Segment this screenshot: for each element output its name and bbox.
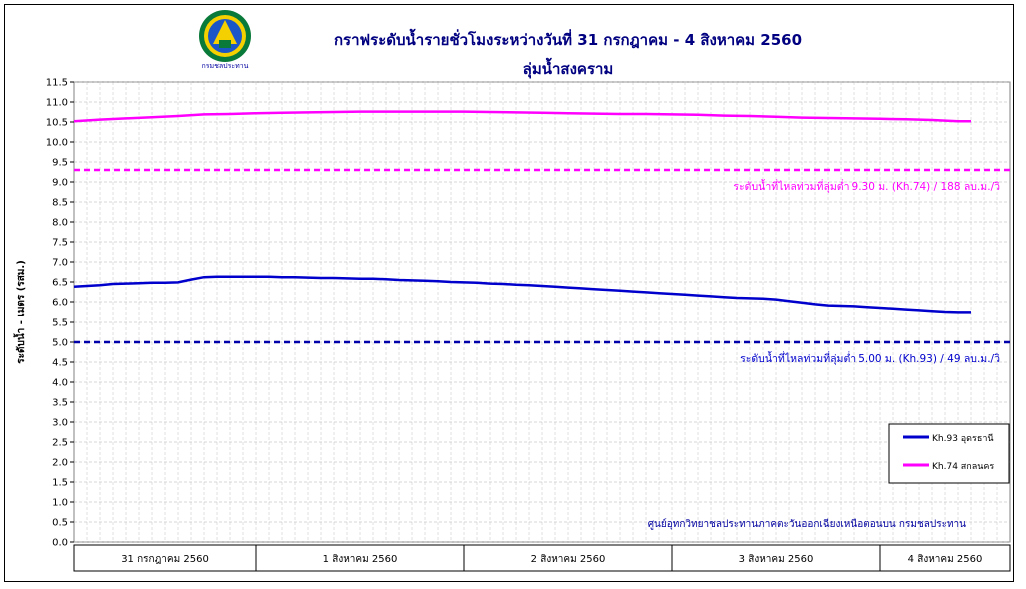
y-tick-label: 10.0 xyxy=(46,138,68,149)
reference-label-kh74: ระดับน้ำที่ไหลท่วมที่ลุ่มต่ำ 9.30 ม. (Kh.… xyxy=(733,179,1000,193)
y-axis-label: ระดับน้ำ - เมตร (รสม.) xyxy=(13,260,27,364)
royal-irrigation-logo: กรมชลประทาน xyxy=(199,10,251,70)
chart-title: กราฟระดับน้ำรายชั่วโมงระหว่างวันที่ 31 ก… xyxy=(334,28,802,49)
y-tick-label: 3.0 xyxy=(52,418,68,429)
vertical-gridlines xyxy=(86,82,998,542)
y-tick-label: 5.5 xyxy=(52,318,68,329)
date-label: 31 กรกฎาคม 2560 xyxy=(121,554,209,565)
y-tick-label: 6.0 xyxy=(52,298,68,309)
y-tick-label: 9.5 xyxy=(52,158,68,169)
date-label: 2 สิงหาคม 2560 xyxy=(531,554,606,565)
series-line-kh74 xyxy=(73,110,971,123)
y-tick-label: 7.5 xyxy=(52,238,68,249)
y-tick-label: 9.0 xyxy=(52,178,68,189)
y-tick-label: 0.0 xyxy=(52,538,68,549)
y-tick-label: 8.5 xyxy=(52,198,68,209)
series-line-kh93 xyxy=(73,275,971,314)
y-tick-label: 5.0 xyxy=(52,338,68,349)
y-tick-labels: 0.0 0.5 1.0 1.5 2.0 2.5 3.0 3.5 4.0 4.5 5.0 5.5 6.0 6… xyxy=(46,78,68,549)
chart-subtitle: ลุ่มน้ำสงคราม xyxy=(523,57,614,79)
date-label: 4 สิงหาคม 2560 xyxy=(908,554,983,565)
y-tick-label: 8.0 xyxy=(52,218,68,229)
y-tick-label: 7.0 xyxy=(52,258,68,269)
date-label: 3 สิงหาคม 2560 xyxy=(739,554,814,565)
date-label: 1 สิงหาคม 2560 xyxy=(323,554,398,565)
legend-label-kh74: Kh.74 สกลนคร xyxy=(932,462,994,472)
y-tick-label: 6.5 xyxy=(52,278,68,289)
y-tick-label: 0.5 xyxy=(52,518,68,529)
y-tick-label: 1.5 xyxy=(52,478,68,489)
y-tick-label: 10.5 xyxy=(46,118,68,129)
date-table-border xyxy=(73,544,1011,572)
y-tick-label: 2.0 xyxy=(52,458,68,469)
y-tick-label: 3.5 xyxy=(52,398,68,409)
y-tick-label: 11.5 xyxy=(46,78,68,89)
y-tick-label: 4.0 xyxy=(52,378,68,389)
y-tick-label: 11.0 xyxy=(46,98,68,109)
y-tick-label: 1.0 xyxy=(52,498,68,509)
logo-caption: กรมชลประทาน xyxy=(202,62,249,70)
legend-label-kh93: Kh.93 อุดรธานี xyxy=(932,433,994,444)
reference-label-kh93: ระดับน้ำที่ไหลท่วมที่ลุ่มต่ำ 5.00 ม. (Kh.… xyxy=(740,351,1000,365)
source-credit: ศูนย์อุทกวิทยาชลประทานภาคตะวันออกเฉียงเห… xyxy=(648,518,966,530)
y-tick-label: 4.5 xyxy=(52,358,68,369)
y-tick-label: 2.5 xyxy=(52,438,68,449)
legend: Kh.93 อุดรธานี Kh.74 สกลนคร xyxy=(888,423,1010,484)
x-axis-date-table: 31 กรกฎาคม 2560 1 สิงหาคม 2560 2 สิงหาคม 2… xyxy=(73,544,1011,572)
